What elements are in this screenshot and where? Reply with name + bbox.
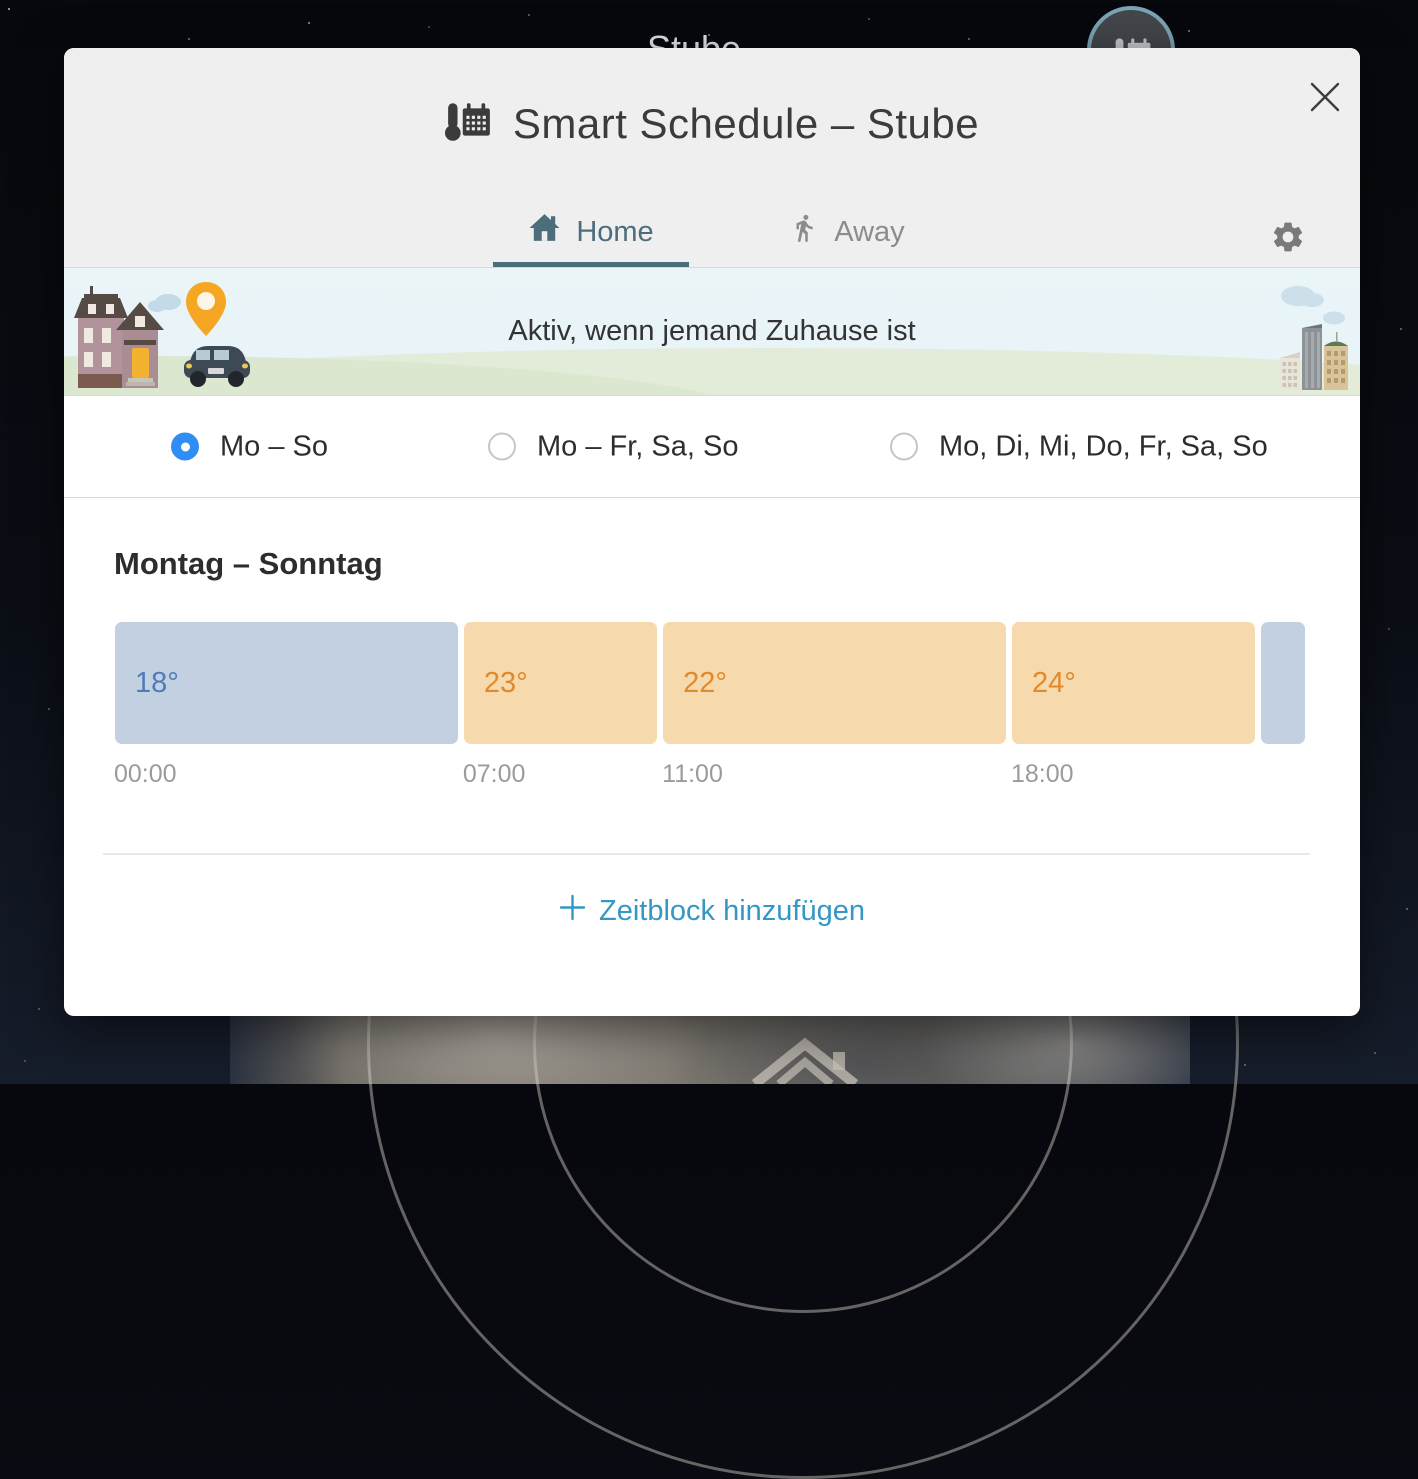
plus-icon (559, 894, 586, 929)
schedule-timeline: 18° 23° 22° 24° (114, 622, 1310, 744)
block-temperature: 18° (135, 666, 179, 699)
block-temperature: 24° (1032, 666, 1076, 699)
dialog-title: Smart Schedule – Stube (512, 100, 980, 147)
radio-button[interactable] (890, 432, 918, 461)
geofencing-status-text: Aktiv, wenn jemand Zuhause ist (508, 315, 916, 347)
close-icon[interactable] (1308, 80, 1342, 114)
block-temperature: 22° (683, 666, 728, 699)
house-pin-car-illustration (72, 276, 282, 395)
dialog-header: Smart Schedule – Stube Home Away (64, 48, 1360, 268)
schedule-block-07:00[interactable]: 23° (463, 622, 658, 744)
tab-home[interactable]: Home (493, 197, 689, 267)
time-label-18:00: 18:00 (1011, 760, 1074, 788)
schedule-block-11:00[interactable]: 22° (663, 622, 1006, 744)
starry-sky (0, 0, 1418, 1084)
add-timeblock-label: Zeitblock hinzufügen (599, 895, 865, 927)
day-option-mo-so[interactable]: Mo – So (171, 430, 328, 463)
radio-label: Mo – So (220, 430, 328, 462)
gear-icon[interactable] (1270, 219, 1306, 255)
walking-person-icon (789, 212, 819, 252)
day-pattern-selector: Mo – So Mo – Fr, Sa, So Mo, Di, Mi, Do, … (64, 396, 1360, 498)
add-timeblock-button[interactable]: Zeitblock hinzufügen (64, 894, 1360, 929)
radio-label: Mo, Di, Mi, Do, Fr, Sa, So (939, 430, 1268, 462)
block-temperature: 23° (483, 666, 528, 699)
home-icon (745, 1036, 865, 1089)
time-label-11:00: 11:00 (662, 760, 723, 788)
home-icon (528, 213, 561, 251)
city-buildings-illustration (1274, 280, 1352, 395)
geofencing-banner: Aktiv, wenn jemand Zuhause ist (64, 268, 1360, 396)
schedule-block-00:00[interactable]: 18° (115, 622, 458, 744)
tab-label: Home (576, 215, 654, 248)
time-label-00:00: 00:00 (114, 760, 177, 788)
smart-schedule-dialog: Smart Schedule – Stube Home Away (64, 48, 1360, 1016)
day-option-each-day[interactable]: Mo, Di, Mi, Do, Fr, Sa, So (890, 430, 1268, 463)
radio-button[interactable] (171, 432, 199, 461)
thermometer-calendar-icon (444, 101, 493, 148)
tab-label: Away (834, 215, 905, 248)
radio-label: Mo – Fr, Sa, So (537, 430, 739, 462)
day-option-mo-fr-sa-so[interactable]: Mo – Fr, Sa, So (488, 430, 738, 463)
divider (103, 853, 1310, 855)
schedule-time-axis: 00:00 07:00 11:00 18:00 (114, 760, 1310, 792)
tab-away[interactable]: Away (749, 197, 945, 267)
schedule-block-18:00[interactable]: 24° (1012, 622, 1256, 744)
schedule-day-heading: Montag – Sonntag (114, 546, 383, 581)
radio-button[interactable] (488, 432, 516, 461)
schedule-block-23:00[interactable] (1261, 622, 1305, 744)
time-label-07:00: 07:00 (462, 760, 526, 788)
